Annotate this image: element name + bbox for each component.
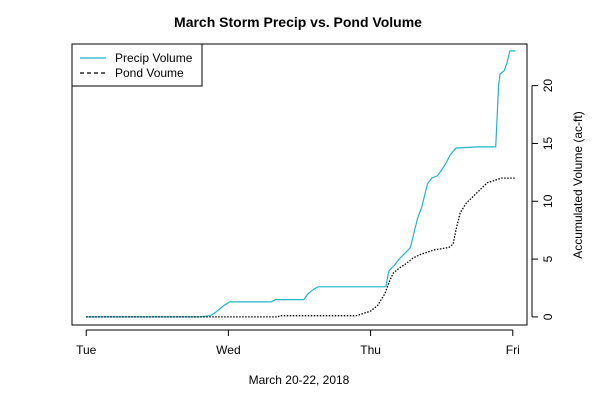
y-tick-label: 0 — [541, 313, 555, 320]
x-axis-label: March 20-22, 2018 — [249, 373, 350, 387]
series-line-pond — [86, 177, 516, 318]
legend-label-precip: Precip Volume — [115, 51, 193, 65]
y-axis: 0 5 10 15 20 — [531, 79, 555, 320]
legend-label-pond: Pond Voume — [115, 66, 184, 80]
legend-box — [71, 43, 203, 87]
x-tick-label: Thu — [360, 343, 381, 357]
plot-frame — [71, 43, 528, 326]
chart-title: March Storm Precip vs. Pond Volume — [174, 14, 422, 30]
x-tick-label: Wed — [216, 343, 240, 357]
x-tick-label: Fri — [506, 343, 520, 357]
series-line-precip — [86, 50, 516, 318]
x-tick-label: Tue — [76, 343, 97, 357]
y-tick-label: 20 — [541, 79, 555, 93]
series-layer — [86, 50, 516, 318]
x-axis: Tue Wed Thu Fri — [76, 329, 520, 357]
y-tick-label: 5 — [541, 255, 555, 262]
y-axis-label: Accumulated Volume (ac-ft) — [571, 111, 585, 258]
legend: Precip Volume Pond Voume — [71, 43, 203, 87]
y-tick-label: 15 — [541, 136, 555, 150]
y-tick-label: 10 — [541, 194, 555, 208]
